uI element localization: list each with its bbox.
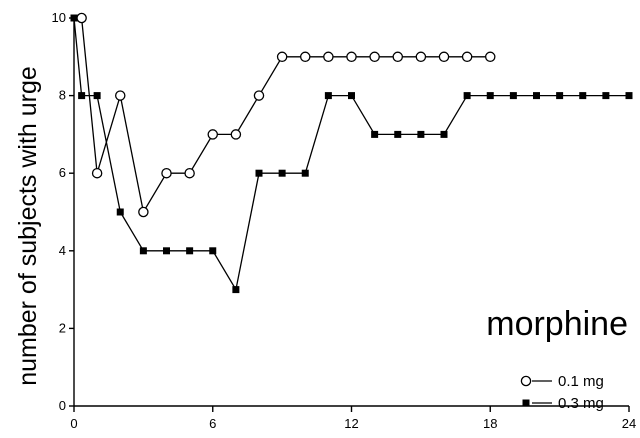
data-point	[484, 51, 496, 63]
data-point	[438, 51, 450, 63]
data-point	[348, 92, 355, 100]
y-axis-label: number of subjects with urge	[14, 66, 42, 386]
data-point	[139, 247, 147, 255]
data-point	[278, 169, 286, 177]
data-point	[76, 12, 87, 24]
x-tick-label: 24	[622, 416, 636, 431]
legend-marker	[522, 399, 530, 407]
data-point	[78, 92, 86, 100]
data-point	[299, 51, 311, 63]
data-point	[301, 169, 309, 177]
y-tick-label: 4	[59, 243, 66, 258]
data-point	[463, 92, 471, 100]
data-point	[255, 169, 263, 177]
series-layer	[70, 12, 633, 294]
x-tick-label: 18	[483, 416, 497, 431]
data-point	[161, 167, 172, 179]
y-tick-label: 2	[59, 320, 66, 335]
data-point	[415, 51, 427, 63]
data-point	[394, 130, 402, 138]
data-point	[91, 167, 103, 179]
data-point	[392, 51, 403, 63]
data-point	[115, 90, 126, 101]
x-tick-label: 6	[209, 416, 216, 431]
y-tick-label: 10	[52, 10, 66, 25]
data-point	[116, 208, 124, 216]
y-tick-label: 0	[59, 398, 66, 413]
data-point	[207, 129, 218, 140]
data-point	[276, 51, 288, 63]
data-point	[70, 14, 78, 22]
data-point	[346, 51, 357, 63]
data-point	[556, 92, 564, 100]
data-point	[369, 51, 380, 63]
data-point	[440, 130, 448, 138]
chart-annotation: morphine	[486, 305, 628, 343]
data-point	[486, 92, 494, 100]
data-point	[461, 51, 473, 63]
legend: 0.1 mg 0.3 mg	[520, 373, 604, 412]
data-point	[579, 92, 587, 100]
data-point	[253, 90, 265, 101]
series-line	[80, 17, 491, 214]
data-point	[184, 167, 195, 179]
data-point	[209, 247, 217, 255]
data-point	[417, 130, 425, 138]
data-point	[371, 130, 379, 138]
data-point	[625, 92, 633, 100]
data-point	[163, 247, 170, 255]
data-point	[232, 286, 240, 294]
legend-label: 0.3 mg	[558, 395, 604, 412]
data-point	[324, 92, 332, 100]
x-tick-label: 0	[70, 416, 77, 431]
data-point	[138, 206, 149, 218]
series-line	[73, 17, 629, 292]
data-point	[93, 92, 101, 100]
data-point	[533, 92, 540, 100]
data-point	[602, 92, 610, 100]
data-point	[230, 129, 242, 140]
legend-label: 0.1 mg	[558, 373, 604, 390]
y-tick-label: 6	[59, 165, 66, 180]
data-point	[323, 51, 334, 63]
data-point	[509, 92, 517, 100]
y-tick-label: 8	[59, 88, 66, 103]
legend-marker	[520, 375, 532, 387]
x-tick-label: 12	[344, 416, 358, 431]
data-point	[186, 247, 194, 255]
